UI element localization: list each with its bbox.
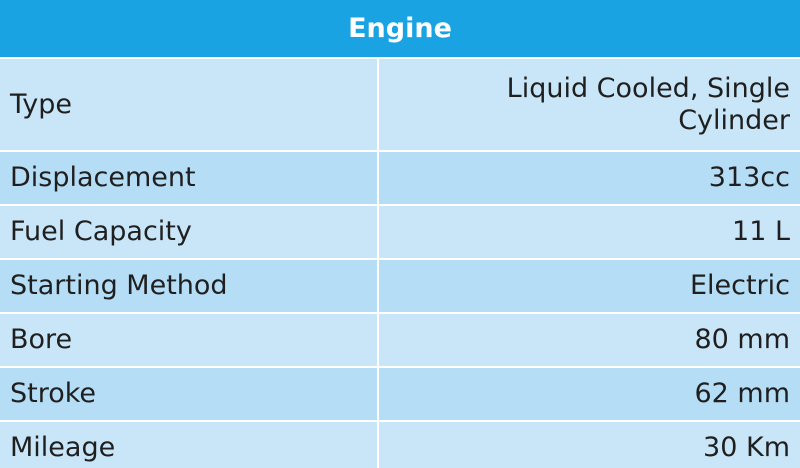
spec-value-type-line1: Liquid Cooled, Single [506, 73, 790, 105]
spec-value-type-line2: Cylinder [678, 104, 790, 136]
table-title: Engine [0, 0, 800, 59]
table-row: Stroke 62 mm [0, 367, 800, 422]
table-row: Fuel Capacity 11 L [0, 205, 800, 260]
spec-label-mileage: Mileage [0, 421, 379, 468]
spec-value-bore: 80 mm [378, 313, 800, 368]
table-row: Type Liquid Cooled, Single Cylinder [0, 58, 800, 152]
spec-value-mileage: 30 Km [378, 421, 800, 468]
spec-label-starting-method: Starting Method [0, 259, 379, 314]
table-header-row: Engine [0, 0, 800, 59]
table-row: Mileage 30 Km [0, 421, 800, 468]
table-row: Displacement 313cc [0, 151, 800, 206]
spec-value-stroke: 62 mm [378, 367, 800, 422]
spec-label-bore: Bore [0, 313, 379, 368]
spec-value-starting-method: Electric [378, 259, 800, 314]
spec-label-type: Type [0, 58, 379, 152]
spec-label-stroke: Stroke [0, 367, 379, 422]
spec-label-fuel-capacity: Fuel Capacity [0, 205, 379, 260]
spec-value-fuel-capacity: 11 L [378, 205, 800, 260]
spec-label-displacement: Displacement [0, 151, 379, 206]
spec-value-type: Liquid Cooled, Single Cylinder [378, 58, 800, 152]
table-row: Starting Method Electric [0, 259, 800, 314]
table-row: Bore 80 mm [0, 313, 800, 368]
spec-value-displacement: 313cc [378, 151, 800, 206]
